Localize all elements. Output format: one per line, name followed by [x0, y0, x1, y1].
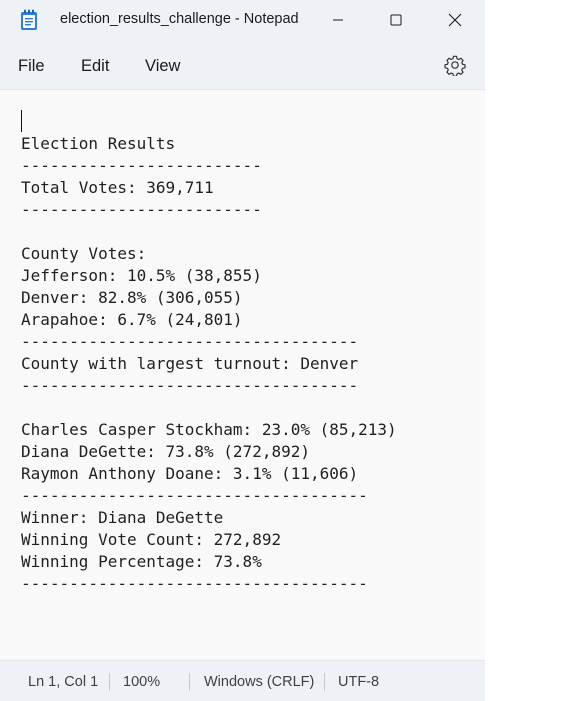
maximize-icon [390, 14, 402, 26]
menu-edit[interactable]: Edit [81, 57, 110, 75]
status-divider [324, 673, 325, 691]
close-button[interactable] [426, 0, 484, 40]
minimize-button[interactable] [309, 0, 367, 40]
text-editor[interactable]: Election Results -----------------------… [0, 90, 485, 660]
menu-file[interactable]: File [18, 57, 45, 75]
notepad-icon [21, 9, 37, 30]
menu-view[interactable]: View [145, 57, 181, 75]
editor-text[interactable]: Election Results -----------------------… [21, 134, 397, 593]
status-bar: Ln 1, Col 1 100% Windows (CRLF) UTF-8 [0, 660, 485, 701]
title-bar[interactable]: election_results_challenge - Notepad [0, 0, 485, 40]
menu-bar: File Edit View [0, 40, 485, 90]
gear-icon[interactable] [444, 54, 466, 76]
zoom-level[interactable]: 100% [123, 674, 161, 690]
minimize-icon [333, 19, 343, 21]
line-endings[interactable]: Windows (CRLF) [204, 674, 315, 690]
status-divider [109, 673, 110, 691]
text-caret [21, 110, 22, 132]
close-icon [448, 13, 462, 27]
cursor-position: Ln 1, Col 1 [28, 674, 99, 690]
notepad-window: election_results_challenge - Notepad Fil… [0, 0, 485, 701]
encoding[interactable]: UTF-8 [338, 674, 380, 690]
window-title: election_results_challenge - Notepad [60, 11, 299, 27]
maximize-button[interactable] [367, 0, 425, 40]
status-divider [189, 673, 190, 691]
